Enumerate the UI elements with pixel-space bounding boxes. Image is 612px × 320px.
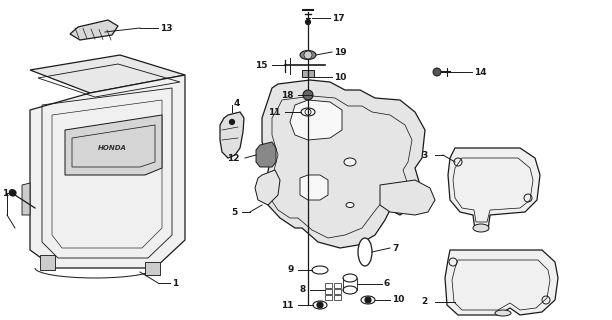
Text: 11: 11: [269, 108, 281, 116]
Text: 2: 2: [422, 298, 428, 307]
Ellipse shape: [473, 224, 489, 232]
Polygon shape: [30, 75, 185, 268]
Polygon shape: [300, 175, 328, 200]
Ellipse shape: [358, 238, 372, 266]
Text: 12: 12: [228, 154, 240, 163]
Polygon shape: [145, 262, 160, 275]
Polygon shape: [262, 80, 425, 248]
Polygon shape: [40, 255, 55, 270]
Bar: [334, 295, 341, 300]
Bar: [302, 70, 314, 77]
Bar: [325, 289, 332, 294]
Ellipse shape: [346, 203, 354, 207]
Circle shape: [303, 90, 313, 100]
Text: 19: 19: [334, 47, 346, 57]
Polygon shape: [30, 55, 185, 93]
Circle shape: [305, 20, 310, 25]
Text: 15: 15: [255, 60, 268, 69]
Circle shape: [230, 119, 234, 124]
Text: 13: 13: [160, 23, 173, 33]
Text: 18: 18: [282, 91, 294, 100]
Polygon shape: [70, 20, 118, 40]
Circle shape: [10, 190, 16, 196]
Polygon shape: [255, 170, 280, 205]
Text: 5: 5: [232, 207, 238, 217]
Text: 10: 10: [334, 73, 346, 82]
Text: 16: 16: [2, 188, 15, 197]
Circle shape: [433, 68, 441, 76]
Ellipse shape: [312, 266, 328, 274]
Text: 17: 17: [332, 13, 345, 22]
Text: 6: 6: [384, 279, 390, 289]
Text: 3: 3: [422, 150, 428, 159]
Ellipse shape: [300, 51, 316, 60]
Polygon shape: [22, 183, 30, 215]
Bar: [325, 295, 332, 300]
Text: 1: 1: [172, 278, 178, 287]
Text: 14: 14: [474, 68, 487, 76]
Polygon shape: [290, 100, 342, 140]
Bar: [325, 283, 332, 288]
Polygon shape: [256, 142, 276, 167]
Ellipse shape: [495, 310, 511, 316]
Polygon shape: [445, 250, 558, 315]
Polygon shape: [65, 115, 162, 175]
Text: 4: 4: [234, 99, 241, 108]
Polygon shape: [220, 112, 244, 158]
Text: 7: 7: [392, 244, 398, 252]
Circle shape: [304, 51, 312, 59]
Ellipse shape: [344, 158, 356, 166]
Text: 8: 8: [300, 285, 306, 294]
Polygon shape: [380, 180, 435, 215]
Text: HONDA: HONDA: [97, 145, 127, 151]
Circle shape: [365, 297, 371, 303]
Text: 9: 9: [288, 266, 294, 275]
Bar: [334, 283, 341, 288]
Text: 10: 10: [392, 295, 405, 305]
Text: 11: 11: [282, 300, 294, 309]
Circle shape: [317, 302, 323, 308]
Bar: [334, 289, 341, 294]
Polygon shape: [448, 148, 540, 230]
